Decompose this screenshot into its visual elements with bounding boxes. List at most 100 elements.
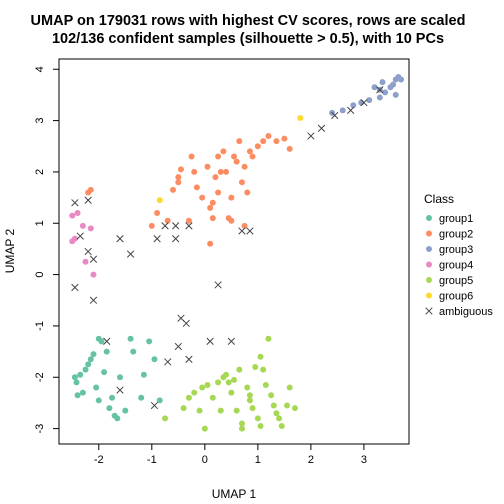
point-group4 bbox=[79, 222, 86, 229]
point-group2 bbox=[215, 153, 222, 160]
legend: Class group1 group2 group3 group4 group5 grou… bbox=[424, 192, 493, 318]
x-tick-label: 2 bbox=[308, 454, 314, 466]
point-group2 bbox=[241, 163, 248, 170]
point-group5 bbox=[225, 379, 232, 386]
point-group2 bbox=[188, 153, 195, 160]
point-group1 bbox=[85, 361, 92, 368]
point-group5 bbox=[196, 407, 203, 414]
legend-entry-group3: group3 bbox=[426, 244, 473, 256]
legend-entry-group1: group1 bbox=[426, 213, 473, 225]
point-group5 bbox=[180, 405, 187, 412]
legend-label: ambiguous bbox=[439, 306, 493, 318]
legend-marker bbox=[426, 230, 432, 237]
point-group3 bbox=[350, 102, 357, 109]
point-ambiguous bbox=[227, 337, 236, 345]
point-group5 bbox=[201, 425, 208, 432]
legend-entry-group6: group6 bbox=[426, 291, 473, 303]
point-group2 bbox=[199, 194, 206, 201]
point-group5 bbox=[257, 423, 264, 430]
x-axis: -2 -1 0 1 2 3 bbox=[94, 443, 367, 466]
point-group5 bbox=[252, 364, 259, 370]
point-group1 bbox=[106, 405, 113, 412]
point-group5 bbox=[276, 415, 283, 422]
point-group1 bbox=[114, 415, 121, 422]
point-ambiguous bbox=[161, 222, 169, 230]
legend-marker bbox=[426, 215, 432, 221]
point-ambiguous bbox=[84, 247, 92, 256]
legend-label: group2 bbox=[439, 229, 473, 241]
point-ambiguous bbox=[206, 337, 214, 345]
point-group4 bbox=[74, 210, 81, 216]
point-group4 bbox=[69, 212, 76, 219]
legend-marker bbox=[426, 292, 432, 299]
point-group5 bbox=[223, 371, 230, 378]
chart-title-line2: 102/136 confident samples (silhouette > … bbox=[52, 31, 444, 47]
legend-marker bbox=[425, 307, 433, 315]
x-tick-label: 1 bbox=[255, 454, 261, 466]
y-tick-label: 0 bbox=[34, 272, 46, 278]
point-group1 bbox=[156, 397, 163, 404]
point-group5 bbox=[254, 415, 261, 422]
point-group2 bbox=[241, 222, 248, 229]
legend-entry-group4: group4 bbox=[426, 260, 473, 272]
point-group4 bbox=[69, 238, 76, 245]
point-group5 bbox=[162, 415, 169, 422]
point-group2 bbox=[236, 138, 243, 145]
x-tick-label: -1 bbox=[147, 454, 157, 466]
point-group2 bbox=[175, 179, 182, 186]
point-group5 bbox=[262, 381, 269, 388]
y-tick-label: 2 bbox=[34, 169, 46, 175]
point-ambiguous bbox=[246, 227, 254, 235]
point-group2 bbox=[164, 217, 171, 224]
x-tick-label: -2 bbox=[94, 454, 104, 466]
legend-marker bbox=[426, 246, 432, 252]
point-group2 bbox=[212, 174, 219, 181]
point-ambiguous bbox=[89, 255, 98, 263]
point-group5 bbox=[291, 405, 298, 412]
point-ambiguous bbox=[89, 296, 98, 304]
point-group1 bbox=[101, 369, 108, 376]
point-group6 bbox=[297, 115, 304, 122]
legend-entry-ambiguous: ambiguous bbox=[425, 306, 493, 318]
point-group1 bbox=[87, 356, 94, 363]
point-group2 bbox=[231, 153, 237, 160]
point-group2 bbox=[228, 194, 235, 201]
x-tick-label: 3 bbox=[361, 454, 367, 466]
point-ambiguous bbox=[360, 98, 368, 107]
point-ambiguous bbox=[214, 281, 222, 289]
point-group1 bbox=[90, 351, 97, 358]
point-group2 bbox=[209, 199, 216, 206]
point-group6 bbox=[156, 197, 163, 204]
point-group2 bbox=[233, 158, 240, 165]
point-ambiguous bbox=[185, 355, 193, 363]
y-axis: -3 -2 -1 0 1 2 3 4 bbox=[34, 66, 60, 433]
point-group5 bbox=[265, 335, 272, 342]
point-group5 bbox=[233, 407, 240, 414]
point-ambiguous bbox=[71, 283, 79, 292]
point-group5 bbox=[244, 384, 251, 391]
point-group2 bbox=[207, 240, 214, 247]
legend-entry-group5: group5 bbox=[426, 275, 473, 287]
y-tick-label: -1 bbox=[34, 321, 46, 331]
point-ambiguous bbox=[317, 124, 326, 132]
legend-label: group3 bbox=[439, 244, 473, 256]
point-group2 bbox=[238, 179, 245, 186]
x-axis-title: UMAP 1 bbox=[212, 487, 257, 501]
point-group5 bbox=[217, 407, 224, 414]
point-group2 bbox=[265, 133, 272, 139]
point-group2 bbox=[177, 166, 184, 173]
point-ambiguous bbox=[172, 235, 180, 243]
point-group5 bbox=[246, 392, 253, 399]
legend-marker bbox=[426, 277, 432, 283]
point-ambiguous bbox=[238, 227, 246, 235]
point-group1 bbox=[95, 335, 102, 342]
point-group2 bbox=[286, 145, 293, 152]
point-group1 bbox=[130, 348, 137, 355]
point-group3 bbox=[371, 84, 378, 91]
point-group2 bbox=[215, 189, 222, 196]
point-group3 bbox=[382, 89, 389, 96]
point-group5 bbox=[238, 425, 245, 432]
point-group3 bbox=[376, 94, 383, 101]
point-group2 bbox=[217, 168, 224, 175]
